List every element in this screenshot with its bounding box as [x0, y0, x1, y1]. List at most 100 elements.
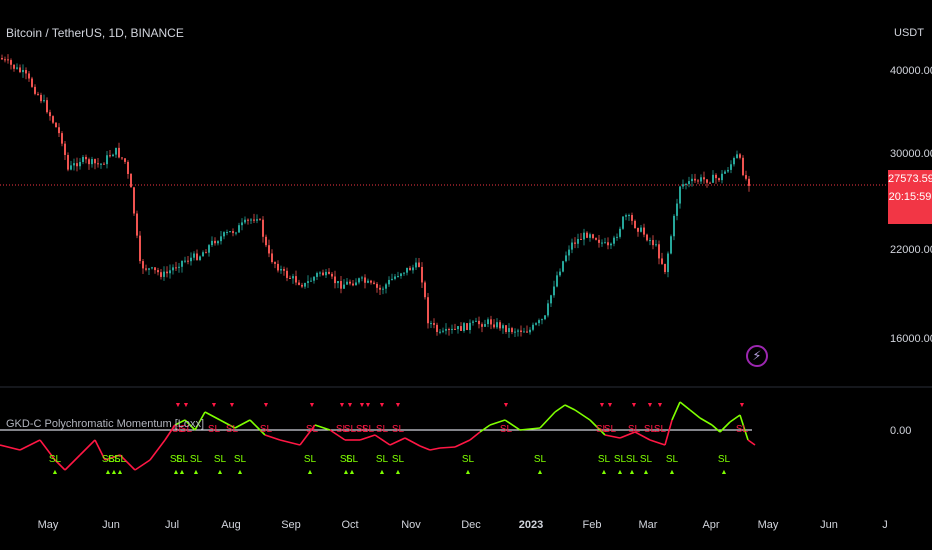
candle-body [145, 268, 147, 270]
candle-body [397, 276, 399, 278]
candle-body [7, 59, 9, 61]
signal-label: SL [234, 454, 247, 465]
signal-arrow: ▲ [395, 469, 402, 476]
momentum-segment [174, 419, 186, 426]
momentum-segment [439, 446, 456, 449]
candle-body [616, 236, 618, 238]
signal-arrow: ▲ [537, 469, 544, 476]
candle-body [361, 277, 363, 279]
signal-arrow: ▲ [629, 469, 636, 476]
momentum-segment [699, 417, 713, 426]
candle-body [370, 280, 372, 283]
candle-body [451, 328, 453, 330]
time-axis[interactable]: May Jun Jul Aug Sep Oct Nov Dec 2023 Feb Mar Apr May… [38, 519, 888, 531]
candle-body [91, 159, 93, 165]
candle-body [220, 236, 222, 242]
candle-body [520, 330, 522, 333]
bar-countdown: 20:15:59 [888, 191, 932, 203]
lightning-icon[interactable]: ⚡ [746, 345, 768, 367]
candle-body [694, 178, 696, 181]
time-axis-label: Jun [102, 519, 120, 531]
candle-body [40, 94, 42, 102]
candle-body [85, 156, 87, 160]
signal-arrow: ▲ [173, 469, 180, 476]
candle-body [214, 240, 216, 244]
candle-body [316, 273, 318, 277]
candle-body [664, 263, 666, 273]
candle-body [421, 266, 423, 283]
candle-body [247, 219, 249, 221]
candle-body [562, 261, 564, 272]
candle-body [169, 270, 171, 274]
candle-body [25, 70, 27, 74]
candle-body [415, 262, 417, 268]
momentum-segment [634, 431, 651, 441]
candle-body [418, 262, 420, 267]
price-axis[interactable]: 40000.00 30000.00 22000.00 16000.00 0.00 [890, 65, 932, 437]
time-axis-label: Dec [461, 519, 481, 531]
candle-body [643, 227, 645, 235]
candle-body [295, 276, 297, 283]
candle-body [172, 267, 174, 271]
candle-body [208, 245, 210, 253]
momentum-segment [314, 424, 331, 431]
candle-body [1, 58, 3, 60]
candle-body [733, 157, 735, 165]
indicator-title[interactable]: GKD-C Polychromatic Momentum [Loxx] [6, 418, 205, 430]
candle-body [526, 331, 528, 333]
candle-body [436, 324, 438, 332]
candle-body [472, 321, 474, 323]
symbol-title[interactable]: Bitcoin / TetherUS, 1D, BINANCE [6, 26, 184, 40]
candlestick-series[interactable] [1, 54, 750, 338]
momentum-segment [0, 444, 21, 451]
signal-arrow: ▲ [343, 469, 350, 476]
candle-body [37, 93, 39, 95]
signal-label: SL [392, 454, 405, 465]
candle-body [478, 320, 480, 325]
candle-body [721, 173, 723, 181]
signal-arrow: ▼ [211, 402, 218, 409]
momentum-segment [79, 439, 96, 456]
momentum-segment [39, 439, 56, 461]
signal-arrow: ▼ [309, 402, 316, 409]
candle-body [232, 231, 234, 233]
momentum-line[interactable] [0, 401, 756, 471]
candle-body [388, 279, 390, 285]
last-price-value: 27573.59 [888, 173, 932, 185]
candle-body [481, 324, 483, 327]
candle-body [601, 242, 603, 244]
momentum-segment [94, 439, 106, 461]
time-axis-label: Jun [820, 519, 838, 531]
signal-label: SL [176, 454, 189, 465]
candle-body [229, 231, 231, 233]
time-axis-label: Apr [702, 519, 719, 531]
candle-body [604, 242, 606, 244]
signal-label: SL [666, 454, 679, 465]
signal-label: SL [304, 454, 317, 465]
candle-body [652, 240, 654, 246]
signal-arrow: ▲ [307, 469, 314, 476]
candle-body [259, 219, 261, 221]
candle-body [583, 232, 585, 240]
candle-body [550, 295, 552, 304]
candle-body [49, 112, 51, 117]
time-axis-label: Oct [341, 519, 358, 531]
candle-body [568, 249, 570, 256]
signal-label: SL [598, 454, 611, 465]
candle-body [52, 116, 54, 123]
candle-body [619, 228, 621, 237]
candle-body [646, 234, 648, 241]
candle-body [430, 323, 432, 325]
signal-arrow: ▼ [229, 402, 236, 409]
signal-arrow: ▼ [739, 402, 746, 409]
momentum-segment [119, 454, 136, 471]
candle-body [448, 329, 450, 331]
candle-body [289, 277, 291, 279]
candle-body [655, 244, 657, 246]
signal-label: SL [336, 424, 349, 435]
signal-arrow: ▲ [721, 469, 728, 476]
signal-label: SL [170, 454, 183, 465]
candle-body [739, 154, 741, 158]
candle-body [700, 177, 702, 182]
